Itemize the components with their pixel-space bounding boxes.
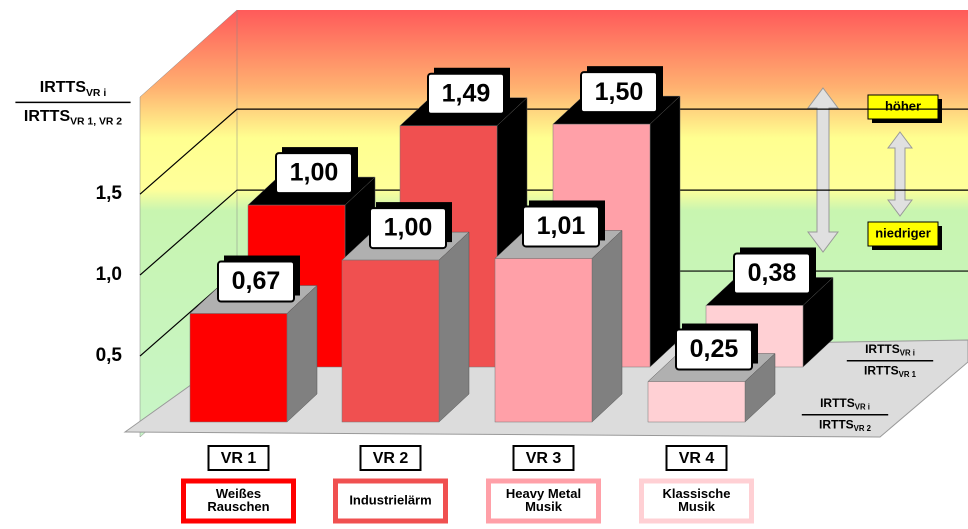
fraction-numerator: IRTTSVR i bbox=[40, 79, 107, 98]
category-name: Heavy Metal bbox=[506, 486, 581, 501]
bar bbox=[647, 381, 746, 423]
fraction-text: IRTTS bbox=[864, 364, 899, 378]
x-tick-label: VR 1 bbox=[221, 450, 257, 467]
value-label: 1,50 bbox=[595, 78, 644, 106]
category-name: Rauschen bbox=[207, 499, 269, 514]
value-label: 0,25 bbox=[690, 335, 739, 363]
bar bbox=[189, 313, 288, 423]
value-label-box bbox=[675, 328, 753, 371]
value-label-box bbox=[369, 207, 447, 250]
annotation: niedriger bbox=[875, 225, 931, 240]
fraction-sub: VR i bbox=[86, 88, 106, 99]
fraction-sub: VR 2 bbox=[854, 424, 872, 433]
value-label-box bbox=[275, 152, 353, 195]
arrow bbox=[807, 87, 839, 253]
label-box bbox=[867, 221, 939, 247]
fraction-text: IRTTS bbox=[819, 418, 854, 432]
category-name-box bbox=[486, 478, 601, 524]
category-name: Klassische bbox=[663, 486, 731, 501]
fraction-numerator: IRTTSVR i bbox=[820, 396, 870, 411]
bar bbox=[494, 258, 593, 423]
value-label: 0,38 bbox=[748, 259, 797, 287]
fraction-sub: VR 1, VR 2 bbox=[70, 116, 122, 127]
x-tick-label: VR 4 bbox=[679, 450, 715, 467]
grid-line bbox=[139, 189, 968, 276]
fraction-denominator: IRTTSVR 1 bbox=[864, 364, 917, 379]
category-box bbox=[665, 445, 728, 471]
category-name: Musik bbox=[525, 499, 563, 514]
fraction-sub: VR i bbox=[855, 403, 870, 412]
bar-side bbox=[438, 231, 470, 423]
category-name: Industrielärm bbox=[349, 492, 431, 507]
value-label-box bbox=[580, 71, 658, 114]
fraction-denominator: IRTTSVR 1, VR 2 bbox=[24, 108, 122, 127]
value-label: 1,49 bbox=[442, 79, 491, 107]
category-box bbox=[359, 445, 422, 471]
value-label: 0,67 bbox=[232, 267, 281, 295]
x-tick-label: VR 3 bbox=[526, 450, 562, 467]
y-tick-label: 1,0 bbox=[96, 264, 122, 285]
value-label-box bbox=[217, 260, 295, 303]
category-name: Weißes bbox=[216, 486, 261, 501]
value-label: 1,01 bbox=[537, 212, 586, 240]
bar-side bbox=[649, 95, 681, 368]
grid-line bbox=[139, 108, 968, 195]
fraction-denominator: IRTTSVR 2 bbox=[819, 418, 872, 433]
annotation: höher bbox=[885, 98, 921, 113]
fraction-sub: VR i bbox=[900, 349, 915, 358]
label-box bbox=[867, 94, 939, 120]
category-box bbox=[512, 445, 575, 471]
category-name: Musik bbox=[678, 499, 716, 514]
category-box bbox=[207, 445, 270, 471]
category-name-box bbox=[333, 478, 448, 524]
value-label-box bbox=[733, 252, 811, 295]
y-tick-label: 1,5 bbox=[96, 183, 123, 204]
fraction-sub: VR 1 bbox=[899, 370, 917, 379]
bar bbox=[341, 259, 440, 423]
fraction-numerator: IRTTSVR i bbox=[865, 342, 915, 357]
fraction-text: IRTTS bbox=[820, 396, 855, 410]
fraction-text: IRTTS bbox=[865, 342, 900, 356]
fraction-text: IRTTS bbox=[24, 108, 71, 125]
value-label: 1,00 bbox=[384, 214, 433, 242]
annotation: höher niedriger bbox=[807, 87, 942, 253]
fraction-text: IRTTS bbox=[40, 79, 87, 96]
category-name-box bbox=[181, 478, 296, 524]
bar-side bbox=[591, 229, 623, 423]
value-label: 1,00 bbox=[290, 159, 339, 187]
arrow bbox=[887, 131, 913, 217]
y-tick-label: 0,5 bbox=[96, 345, 123, 366]
value-label-box bbox=[522, 205, 600, 248]
category-name-box bbox=[639, 478, 754, 524]
value-label-box bbox=[427, 72, 505, 115]
x-tick-label: VR 2 bbox=[373, 450, 409, 467]
